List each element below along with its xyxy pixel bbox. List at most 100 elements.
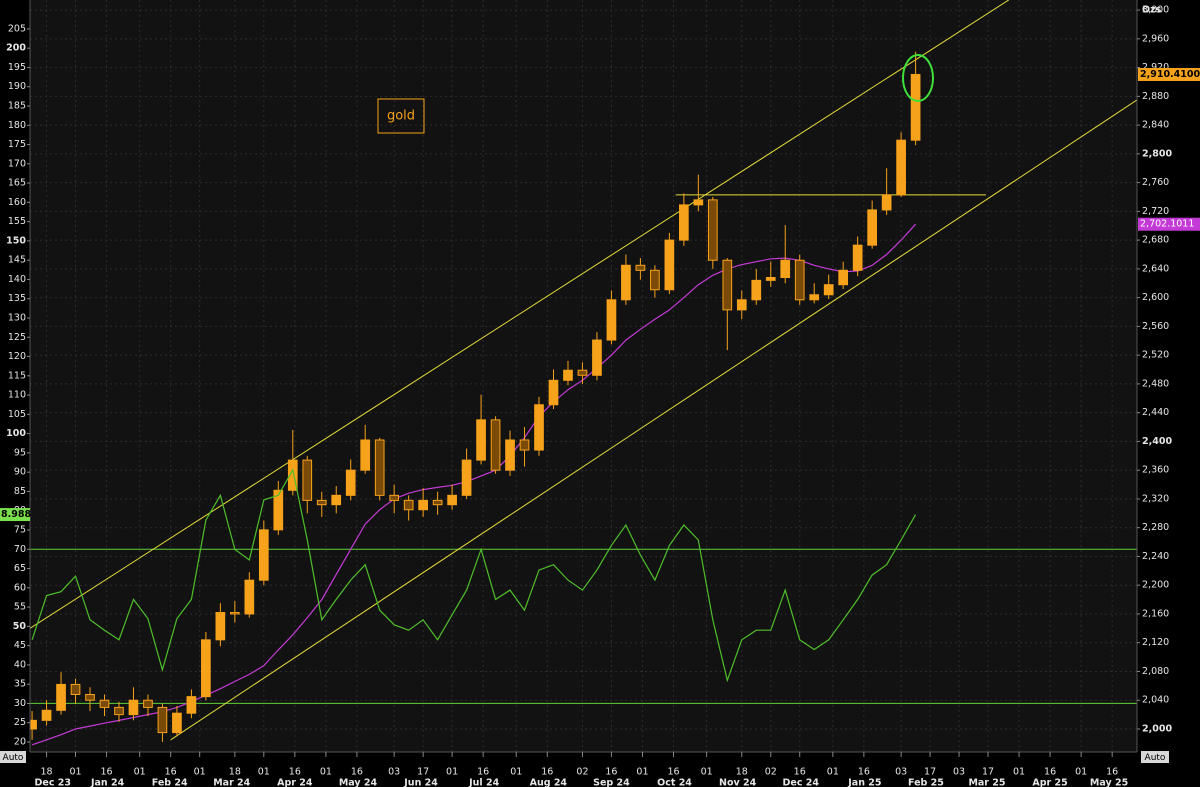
y2-tick-label: 55 xyxy=(14,602,26,613)
x-tick-label: 01 xyxy=(636,767,648,778)
last-value-box xyxy=(1138,217,1200,231)
y-tick-label: 2,160 xyxy=(1142,608,1169,619)
y-tick-label: 2,800 xyxy=(1142,148,1172,159)
candle-body xyxy=(476,419,486,461)
candle-body xyxy=(548,379,559,406)
x-month-label: Apr 24 xyxy=(277,778,313,787)
indicator-line xyxy=(31,223,917,746)
x-month-label: May 24 xyxy=(339,778,378,787)
x-tick-label: 03 xyxy=(388,767,400,778)
x-tick-label: 01 xyxy=(1075,767,1087,778)
x-month-label: Sep 24 xyxy=(593,778,630,787)
y-tick-label: 2,080 xyxy=(1142,666,1169,677)
y2-tick-label: 100 xyxy=(6,428,26,439)
y2-tick-label: 140 xyxy=(8,274,26,285)
highlight-circle xyxy=(902,54,934,102)
x-tick-label: 16 xyxy=(605,767,617,778)
y-tick-label: 2,240 xyxy=(1142,551,1169,562)
candle-body xyxy=(780,259,791,279)
candle-body xyxy=(910,73,921,141)
x-month-label: Dec 23 xyxy=(35,778,72,787)
x-tick-label: 16 xyxy=(351,767,363,778)
candle-body xyxy=(374,439,385,496)
y2-tick-label: 75 xyxy=(14,524,26,535)
last-value-box xyxy=(0,508,30,522)
y-tick-label: 2,680 xyxy=(1142,235,1169,246)
candle-body xyxy=(751,279,762,301)
y2-tick-label: 85 xyxy=(14,486,26,497)
auto-label-right[interactable]: Auto xyxy=(1145,753,1166,763)
candle-body xyxy=(287,459,298,491)
x-tick-label: 16 xyxy=(541,767,553,778)
y2-tick-label: 25 xyxy=(14,717,26,728)
x-month-label: Mar 25 xyxy=(968,778,1005,787)
x-tick-label: 01 xyxy=(258,767,270,778)
y2-tick-label: 170 xyxy=(8,158,26,169)
candle-body xyxy=(461,459,472,496)
candle-body xyxy=(360,439,371,471)
y-tick-label: 2,400 xyxy=(1142,436,1172,447)
x-month-label: Nov 24 xyxy=(719,778,757,787)
candle-body xyxy=(56,683,66,711)
candle-body xyxy=(157,706,168,734)
y-tick-label: 2,600 xyxy=(1142,292,1169,303)
candle-body xyxy=(186,696,197,714)
y2-tick-label: 40 xyxy=(14,659,26,670)
y2-tick-label: 115 xyxy=(8,370,26,381)
candle-body xyxy=(447,494,457,506)
candle-body xyxy=(418,499,428,511)
candle-body xyxy=(30,719,37,730)
y-tick-label: 2,040 xyxy=(1142,695,1169,706)
y2-tick-label: 130 xyxy=(8,312,26,323)
x-tick-label: 18 xyxy=(229,767,241,778)
candle-body xyxy=(606,299,617,341)
x-tick-label: 01 xyxy=(510,767,522,778)
y2-tick-label: 30 xyxy=(14,698,26,709)
x-month-label: Apr 25 xyxy=(1032,778,1067,787)
x-month-label: Dec 24 xyxy=(783,778,820,787)
candle-body xyxy=(490,419,501,471)
x-tick-label: 01 xyxy=(134,767,146,778)
x-tick-label: 16 xyxy=(667,767,679,778)
candle-body xyxy=(41,709,52,721)
candle-body xyxy=(794,259,805,301)
x-tick-label: 17 xyxy=(417,767,429,778)
x-tick-label: 16 xyxy=(794,767,806,778)
y-tick-label: 2,000 xyxy=(1142,723,1172,734)
x-month-label: Feb 25 xyxy=(908,778,944,787)
candle-body xyxy=(896,139,906,196)
x-tick-label: 18 xyxy=(736,767,748,778)
x-tick-label: 01 xyxy=(320,767,332,778)
y2-tick-label: 70 xyxy=(14,544,26,555)
y-tick-label: 2,920 xyxy=(1142,62,1169,73)
y2-tick-label: 205 xyxy=(8,23,26,34)
x-tick-label: 01 xyxy=(69,767,81,778)
y2-tick-label: 95 xyxy=(14,447,26,458)
y2-tick-label: 195 xyxy=(8,62,26,73)
x-tick-label: 16 xyxy=(1044,767,1056,778)
y-tick-label: 2,840 xyxy=(1142,120,1169,131)
y-axis-label: Ozs xyxy=(1142,5,1162,16)
candle-body xyxy=(505,439,515,471)
candle-body xyxy=(172,712,182,734)
candle-body xyxy=(563,369,573,381)
y-tick-label: 2,720 xyxy=(1142,206,1169,217)
auto-button-left[interactable] xyxy=(0,751,26,763)
x-tick-label: 03 xyxy=(895,767,907,778)
candle-body xyxy=(85,693,95,701)
y-tick-label: 2,640 xyxy=(1142,263,1169,274)
auto-button-right[interactable] xyxy=(1141,751,1169,763)
candle-body xyxy=(432,499,443,506)
candle-body xyxy=(345,469,356,496)
candle-body xyxy=(230,612,240,615)
plot-area xyxy=(30,0,1137,752)
y2-tick-label: 90 xyxy=(14,467,26,478)
candle-body xyxy=(114,706,124,716)
last-price-label: 2,910.4100 xyxy=(1140,69,1200,80)
x-tick-label: 16 xyxy=(289,767,301,778)
x-tick-label: 16 xyxy=(1106,767,1118,778)
x-tick-label: 01 xyxy=(194,767,206,778)
y-tick-label: 2,760 xyxy=(1142,177,1169,188)
auto-label-left[interactable]: Auto xyxy=(3,753,24,763)
